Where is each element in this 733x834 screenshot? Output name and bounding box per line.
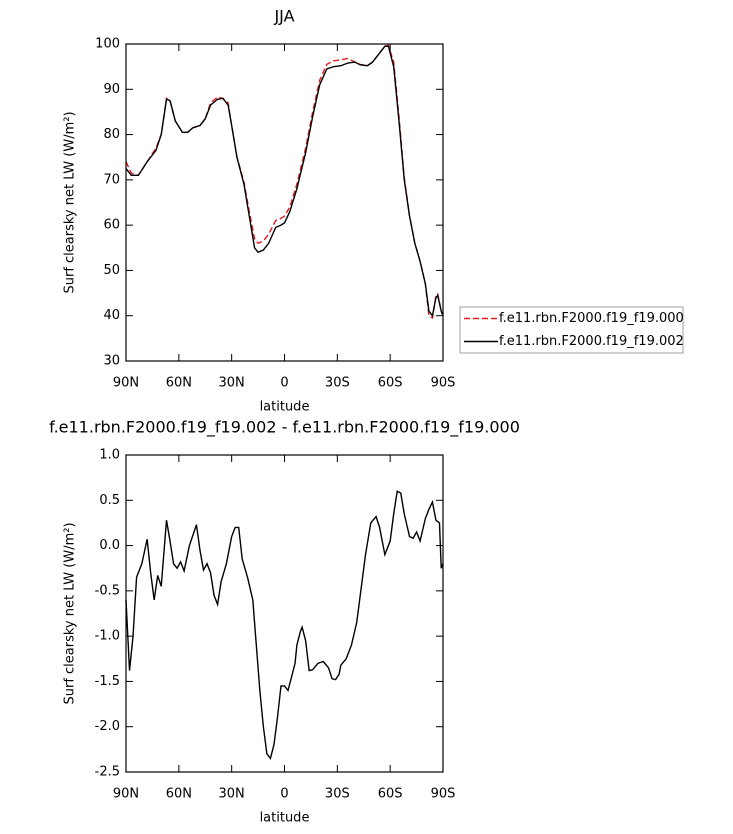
y-tick-label: 60 bbox=[103, 218, 120, 233]
plot-frame bbox=[125, 43, 444, 362]
y-tick-label: 100 bbox=[95, 37, 120, 52]
legend-label: f.e11.rbn.F2000.f19_f19.002 bbox=[499, 334, 684, 349]
x-tick-label: 60N bbox=[166, 787, 192, 802]
y-tick-label: -1.0 bbox=[95, 629, 120, 644]
data-line bbox=[125, 490, 444, 760]
x-tick-label: 60S bbox=[378, 787, 403, 802]
y-axis-label: Surf clearsky net LW (W/m²) bbox=[63, 111, 78, 293]
y-axis-label: Surf clearsky net LW (W/m²) bbox=[63, 522, 78, 704]
x-tick-label: 30S bbox=[325, 376, 350, 391]
legend-box bbox=[459, 306, 684, 354]
y-tick-label: 90 bbox=[103, 82, 120, 97]
x-tick-label: 30S bbox=[325, 787, 350, 802]
x-tick-label: 90N bbox=[113, 787, 139, 802]
y-tick-label: -2.0 bbox=[95, 719, 120, 734]
y-tick-label: 0.5 bbox=[99, 493, 120, 508]
chart-title: f.e11.rbn.F2000.f19_f19.002 - f.e11.rbn.… bbox=[49, 418, 520, 438]
x-tick-label: 90N bbox=[113, 376, 139, 391]
x-axis-label: latitude bbox=[260, 811, 310, 826]
plot-frame bbox=[125, 454, 444, 773]
data-line bbox=[125, 45, 444, 318]
x-tick-label: 30N bbox=[219, 787, 245, 802]
y-tick-label: 30 bbox=[103, 354, 120, 369]
x-tick-label: 0 bbox=[280, 787, 288, 802]
x-axis-label: latitude bbox=[260, 400, 310, 415]
y-tick-label: -1.5 bbox=[95, 674, 120, 689]
y-tick-label: 50 bbox=[103, 263, 120, 278]
x-tick-label: 90S bbox=[431, 787, 456, 802]
x-tick-label: 90S bbox=[431, 376, 456, 391]
y-tick-label: -0.5 bbox=[95, 583, 120, 598]
y-tick-label: -2.5 bbox=[95, 765, 120, 780]
chart-title: JJA bbox=[273, 7, 294, 26]
y-tick-label: 1.0 bbox=[99, 448, 120, 463]
y-tick-label: 80 bbox=[103, 127, 120, 142]
x-tick-label: 60S bbox=[378, 376, 403, 391]
y-tick-label: 0.0 bbox=[99, 538, 120, 553]
x-tick-label: 30N bbox=[219, 376, 245, 391]
x-tick-label: 60N bbox=[166, 376, 192, 391]
legend-label: f.e11.rbn.F2000.f19_f19.000 bbox=[499, 311, 684, 326]
y-tick-label: 70 bbox=[103, 172, 120, 187]
x-tick-label: 0 bbox=[280, 376, 288, 391]
y-tick-label: 40 bbox=[103, 308, 120, 323]
